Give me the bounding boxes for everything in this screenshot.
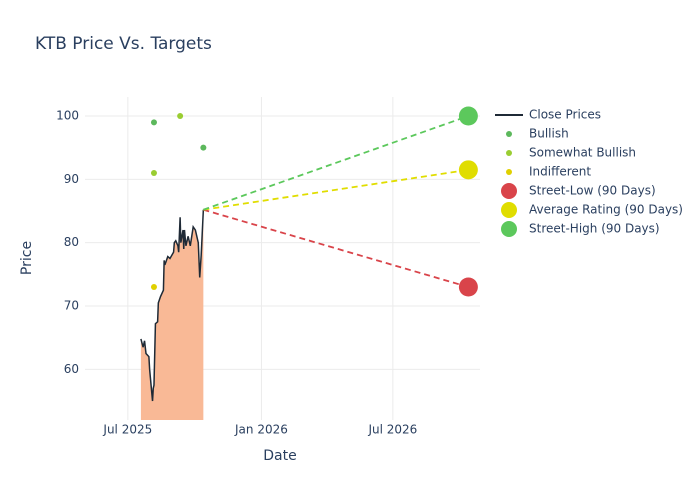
legend-label: Street-High (90 Days) bbox=[529, 222, 660, 236]
legend-symbol bbox=[506, 169, 512, 175]
chart-title: KTB Price Vs. Targets bbox=[35, 34, 212, 54]
area bbox=[140, 209, 204, 420]
legend-label: Average Rating (90 Days) bbox=[529, 203, 683, 217]
legend-label: Bullish bbox=[529, 127, 569, 141]
rating-marker bbox=[150, 119, 157, 126]
legend-symbol bbox=[501, 221, 517, 237]
target-marker bbox=[458, 277, 478, 297]
legend-label: Street-Low (90 Days) bbox=[529, 184, 656, 198]
close-line bbox=[140, 209, 205, 402]
x-tick-label: Jan 2026 bbox=[234, 423, 288, 437]
y-tick-label: 100 bbox=[56, 109, 79, 123]
y-tick-label: 70 bbox=[64, 299, 79, 313]
legend-label: Close Prices bbox=[529, 108, 601, 122]
y-tick-label: 90 bbox=[64, 172, 79, 186]
target-line bbox=[203, 208, 469, 288]
y-tick-label: 60 bbox=[64, 362, 79, 376]
legend-symbol bbox=[501, 202, 517, 218]
legend-label: Somewhat Bullish bbox=[529, 146, 636, 160]
x-tick-label: Jul 2026 bbox=[367, 423, 417, 437]
legend-symbol bbox=[506, 150, 512, 156]
legend-symbol bbox=[501, 183, 517, 199]
legend-label: Indifferent bbox=[529, 165, 591, 179]
target-line bbox=[203, 115, 469, 211]
y-axis-title: Price bbox=[19, 241, 35, 275]
x-tick-label: Jul 2025 bbox=[102, 423, 152, 437]
x-axis-title: Date bbox=[263, 448, 296, 464]
rating-marker bbox=[200, 144, 207, 151]
rating-marker bbox=[150, 284, 157, 290]
legend-symbol bbox=[506, 131, 512, 137]
rating-marker bbox=[150, 170, 157, 176]
target-line bbox=[203, 168, 469, 211]
target-marker bbox=[458, 106, 478, 126]
y-tick-label: 80 bbox=[64, 235, 79, 249]
rating-marker bbox=[177, 113, 184, 119]
target-marker bbox=[458, 160, 478, 180]
